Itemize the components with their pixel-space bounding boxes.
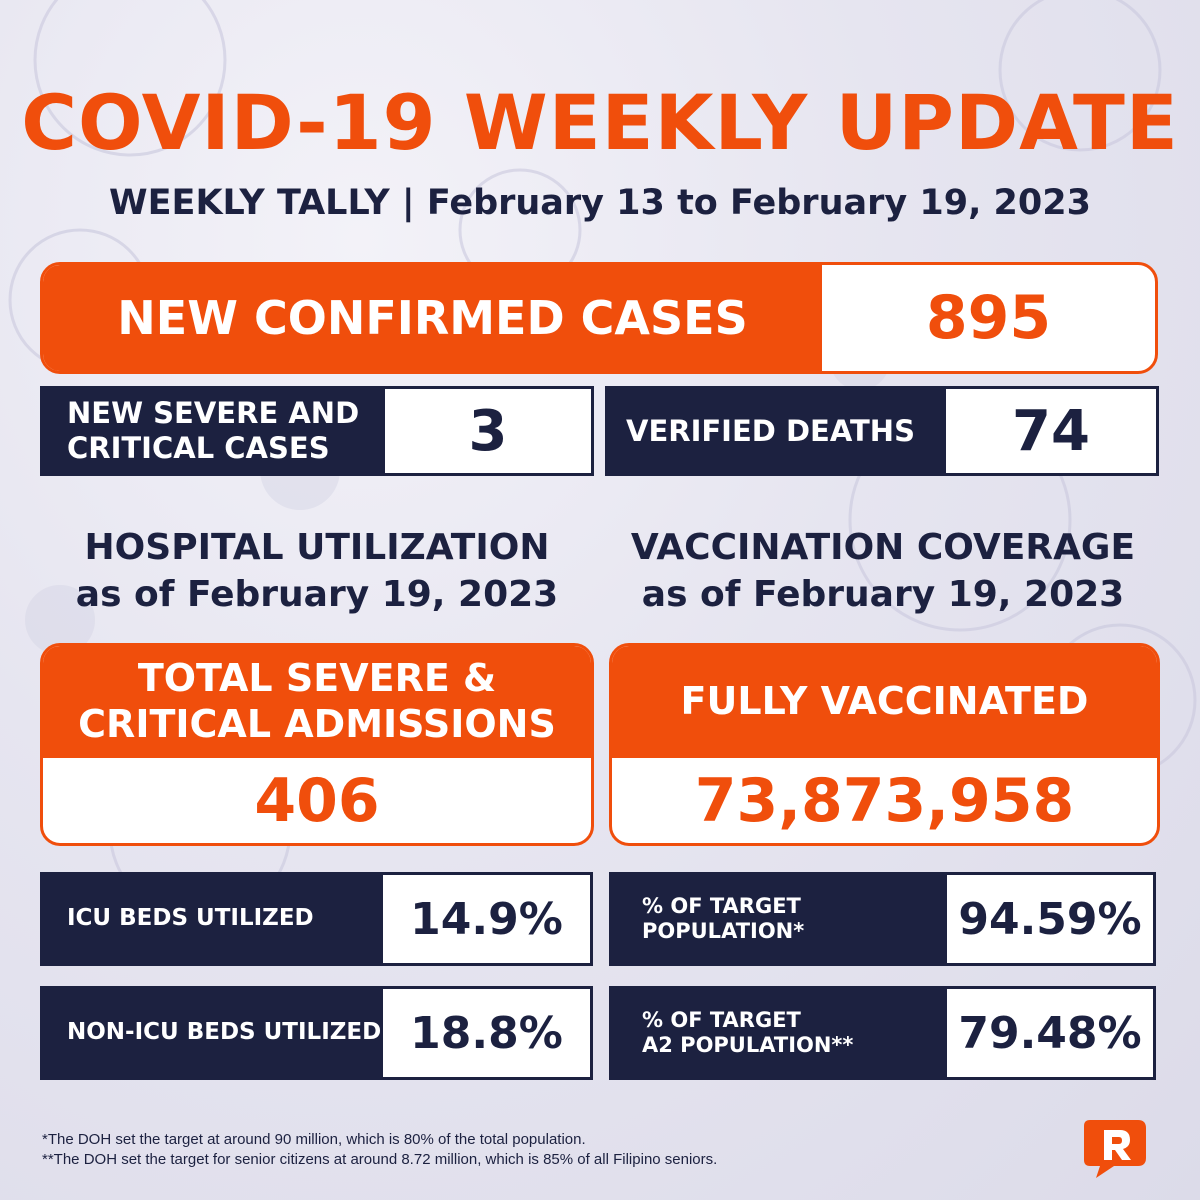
non-icu-beds-value: 18.8%	[410, 1007, 563, 1059]
verified-deaths-panel: VERIFIED DEATHS 74	[605, 386, 1159, 476]
target-population-label: % OF TARGET POPULATION*	[612, 875, 947, 963]
total-admissions-label: TOTAL SEVERE & CRITICAL ADMISSIONS	[43, 646, 591, 758]
target-a2-population-value: 79.48%	[958, 1007, 1142, 1059]
new-severe-critical-label-line2: CRITICAL CASES	[67, 431, 330, 465]
weekly-tally-subtitle: WEEKLY TALLY | February 13 to February 1…	[109, 183, 1091, 223]
new-confirmed-cases-value: 895	[925, 283, 1052, 353]
target-a2-population-label-line1: % OF TARGET	[642, 1007, 801, 1032]
icu-beds-value: 14.9%	[410, 893, 563, 945]
non-icu-beds-label: NON-ICU BEDS UTILIZED	[43, 989, 383, 1077]
new-confirmed-cases-label: NEW CONFIRMED CASES	[43, 265, 822, 371]
total-admissions-card: TOTAL SEVERE & CRITICAL ADMISSIONS 406	[40, 643, 594, 846]
target-a2-population-panel: % OF TARGET A2 POPULATION** 79.48%	[609, 986, 1156, 1080]
page-title: COVID-19 WEEKLY UPDATE	[21, 78, 1179, 167]
footnote-2: **The DOH set the target for senior citi…	[42, 1151, 718, 1169]
new-severe-critical-label-line1: NEW SEVERE AND	[67, 396, 360, 431]
new-severe-critical-value: 3	[468, 398, 508, 464]
new-severe-critical-panel: NEW SEVERE AND CRITICAL CASES 3	[40, 386, 594, 476]
target-population-panel: % OF TARGET POPULATION* 94.59%	[609, 872, 1156, 966]
hospital-heading-line2: as of February 19, 2023	[75, 573, 559, 615]
new-confirmed-cases-panel: NEW CONFIRMED CASES 895	[40, 262, 1158, 374]
total-admissions-value: 406	[254, 765, 380, 836]
fully-vaccinated-value: 73,873,958	[694, 765, 1075, 836]
total-admissions-label-line1: TOTAL SEVERE &	[137, 656, 497, 701]
verified-deaths-value: 74	[1012, 398, 1090, 464]
new-severe-critical-label: NEW SEVERE AND CRITICAL CASES	[43, 389, 385, 473]
vaccination-heading-line2: as of February 19, 2023	[641, 573, 1125, 615]
non-icu-beds-panel: NON-ICU BEDS UTILIZED 18.8%	[40, 986, 593, 1080]
target-a2-population-label-line2: A2 POPULATION**	[642, 1033, 854, 1057]
target-a2-population-label: % OF TARGET A2 POPULATION**	[612, 989, 947, 1077]
target-population-label-line1: % OF TARGET	[642, 893, 801, 918]
vaccination-heading-line1: VACCINATION COVERAGE	[630, 527, 1136, 568]
total-admissions-label-line2: CRITICAL ADMISSIONS	[78, 702, 556, 746]
footnotes: *The DOH set the target at around 90 mil…	[42, 1130, 717, 1171]
icu-beds-panel: ICU BEDS UTILIZED 14.9%	[40, 872, 593, 966]
verified-deaths-label: VERIFIED DEATHS	[608, 389, 946, 473]
target-population-value: 94.59%	[958, 893, 1142, 945]
icu-beds-label: ICU BEDS UTILIZED	[43, 875, 383, 963]
vaccination-coverage-heading: VACCINATION COVERAGE as of February 19, …	[606, 525, 1160, 619]
fully-vaccinated-label: FULLY VACCINATED	[612, 646, 1157, 758]
hospital-utilization-heading: HOSPITAL UTILIZATION as of February 19, …	[40, 525, 594, 619]
target-population-label-line2: POPULATION*	[642, 919, 805, 943]
rappler-logo-icon	[1084, 1120, 1146, 1178]
hospital-heading-line1: HOSPITAL UTILIZATION	[84, 527, 550, 568]
fully-vaccinated-card: FULLY VACCINATED 73,873,958	[609, 643, 1160, 846]
footnote-1: *The DOH set the target at around 90 mil…	[42, 1131, 586, 1148]
